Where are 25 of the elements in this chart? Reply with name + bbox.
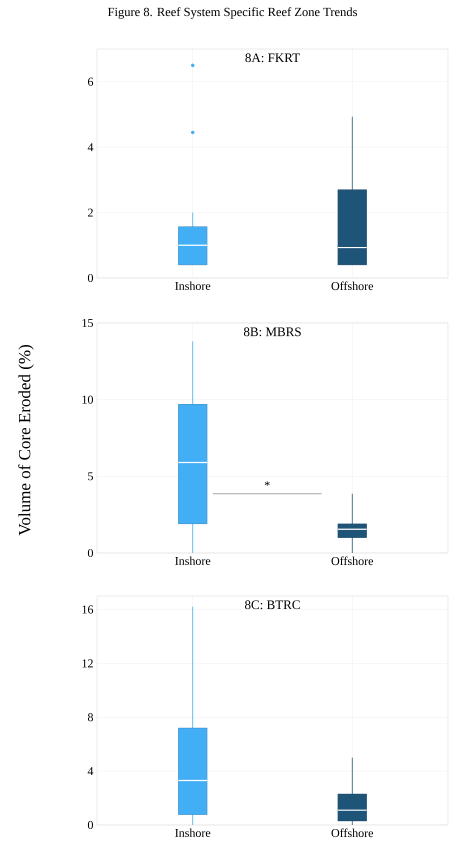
chart-title: 8C: BTRC: [245, 600, 300, 610]
x-tick-label: Inshore: [175, 282, 210, 290]
x-tick-label: Offshore: [332, 282, 374, 290]
y-tick-label: 6: [88, 78, 94, 86]
annotation: *: [264, 481, 270, 486]
y-tick-label: 15: [82, 318, 93, 328]
x-tick-label: Offshore: [332, 556, 374, 566]
y-axis-title: Volume of Core Eroded (%): [18, 345, 34, 536]
y-tick-label: 0: [88, 820, 93, 830]
y-tick-label: 4: [88, 767, 94, 776]
x-tick-label: Offshore: [332, 828, 374, 838]
y-tick-label: 5: [88, 472, 93, 480]
x-tick-label: Inshore: [175, 556, 210, 565]
y-tick-label: 16: [82, 605, 94, 614]
y-tick-label: 0: [88, 274, 94, 282]
y-tick-label: 2: [88, 208, 93, 217]
chart-title: 8A: FKRT: [245, 53, 300, 62]
y-tick-label: 4: [88, 143, 94, 152]
y-tick-label: 12: [82, 659, 93, 668]
chart-title: 8B: MBRS: [244, 327, 301, 336]
y-tick-label: 10: [82, 396, 93, 404]
caption: Figure 8. Reef System Specific Reef Zone Trends: [108, 7, 357, 19]
x-tick-label: Inshore: [175, 828, 210, 837]
y-tick-label: 8: [88, 713, 93, 722]
y-tick-label: 0: [88, 548, 93, 558]
